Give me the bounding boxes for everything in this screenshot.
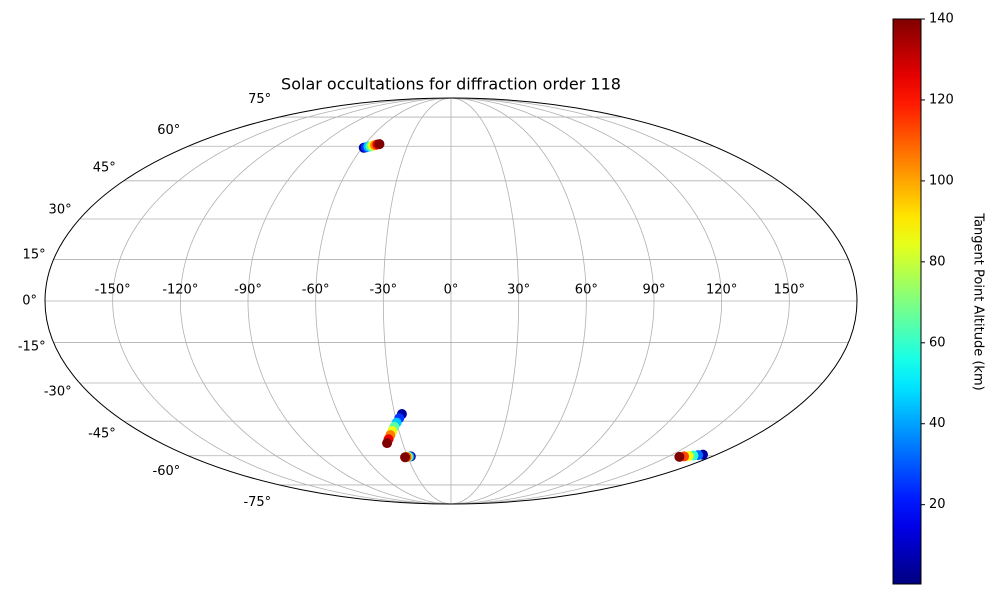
x-tick-label: -150° [95,283,131,298]
colorbar-label: Tangent Point Altitude (km) [971,212,986,390]
point [374,139,385,150]
colorbar-tick-label: 80 [929,254,946,269]
x-tick-label: 90° [642,283,665,298]
colorbar-tick-label: 120 [929,92,954,107]
colorbar [892,18,922,585]
y-tick-label: 15° [23,247,46,262]
colorbar-tick-label: 40 [929,416,946,431]
y-tick-label: -60° [153,464,181,479]
y-tick-label: 75° [248,92,271,107]
x-tick-label: -60° [302,283,330,298]
x-tick-label: -90° [234,283,262,298]
point [674,451,685,462]
chart-title: Solar occultations for diffraction order… [281,75,621,94]
colorbar-tick-label: 140 [929,12,954,27]
point [400,452,411,463]
x-tick-label: 30° [507,283,530,298]
x-tick-label: 120° [706,283,737,298]
colorbar-tick-label: 20 [929,497,946,512]
y-tick-label: 30° [49,202,72,217]
y-tick-label: -45° [88,426,116,441]
y-tick-label: 0° [22,294,37,309]
colorbar-tick-label: 100 [929,173,954,188]
x-tick-label: -120° [162,283,198,298]
y-tick-label: 60° [157,123,180,138]
y-tick-label: -15° [18,340,46,355]
x-tick-label: -30° [369,283,397,298]
x-tick-label: 60° [575,283,598,298]
map-boundary [44,97,858,505]
x-tick-label: 0° [444,283,459,298]
y-tick-label: 45° [93,161,116,176]
x-tick-label: 150° [774,283,805,298]
y-tick-label: -30° [44,385,72,400]
colorbar-tick-label: 60 [929,335,946,350]
point [382,438,393,449]
y-tick-label: -75° [243,495,271,510]
